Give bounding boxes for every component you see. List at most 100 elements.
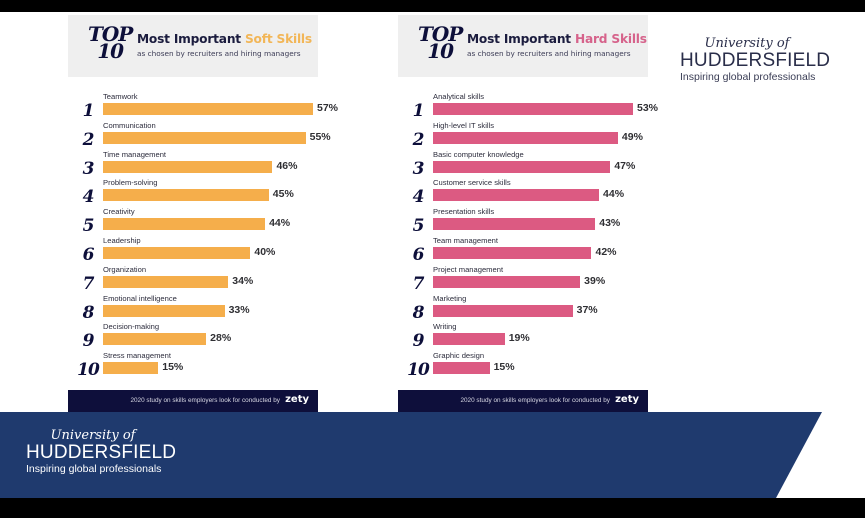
skill-bar [433, 218, 596, 231]
footer-source-text: 2020 study on skills employers look for … [460, 397, 610, 404]
rank-number: 3 [82, 158, 95, 179]
skill-bar [433, 247, 592, 259]
skill-label: High-level IT skills [433, 120, 495, 130]
percent-label: 39% [584, 274, 606, 287]
title-accent: Soft Skills [244, 32, 312, 46]
percent-label: 28% [210, 332, 232, 345]
skill-label: Analytical skills [433, 92, 485, 101]
skill-label: Teamwork [103, 92, 138, 101]
skill-row: 1 Analytical skills 53% [398, 92, 658, 121]
percent-label: 44% [269, 217, 291, 230]
skill-row: 8 Marketing 37% [398, 294, 648, 323]
percent-label: 33% [228, 303, 250, 316]
percent-label: 19% [508, 332, 530, 345]
skill-label: Communication [103, 120, 156, 130]
rank-number: 10 [407, 360, 430, 381]
percent-label: 46% [276, 159, 298, 172]
title-prefix: Most Important [137, 32, 245, 46]
skill-row: 7 Organization 34% [68, 265, 318, 294]
skill-bar [103, 304, 225, 317]
top10-badge: TOP 10 [418, 22, 463, 61]
skill-row: 6 Leadership 40% [68, 236, 318, 265]
skill-row: 2 High-level IT skills 49% [398, 121, 648, 150]
skill-label: Decision-making [103, 322, 160, 332]
skill-row: 4 Problem-solving 45% [68, 178, 318, 207]
skill-bar [103, 160, 273, 173]
skill-row: 10 Stress management 15% [68, 351, 318, 380]
skill-label: Marketing [433, 293, 467, 303]
percent-label: 37% [576, 303, 598, 316]
skill-label: Team management [433, 236, 499, 245]
skill-label: Creativity [103, 207, 135, 217]
percent-label: 55% [309, 130, 331, 143]
percent-label: 53% [637, 102, 659, 114]
rank-number: 9 [82, 331, 95, 352]
rank-number: 8 [82, 302, 95, 323]
infographic-header: TOP 10 Most Important Hard Skills as cho… [398, 15, 648, 77]
skill-bar [433, 131, 618, 144]
top10-badge: TOP 10 [88, 22, 133, 61]
rank-number: 2 [82, 129, 95, 150]
badge-top: TOP [88, 22, 133, 46]
skill-row: 5 Presentation skills 43% [398, 207, 648, 236]
skill-bar [103, 247, 251, 259]
skill-bar [433, 160, 611, 173]
zety-logo: zety [615, 394, 639, 405]
skill-label: Customer service skills [433, 178, 511, 188]
rank-number: 4 [82, 187, 95, 208]
infographic-header: TOP 10 Most Important Soft Skills as cho… [68, 15, 318, 77]
rank-number: 10 [77, 360, 100, 381]
skill-bar [103, 103, 313, 115]
skill-bar [433, 189, 600, 202]
logo-tagline: Inspiring global professionals [26, 463, 162, 475]
skill-row: 4 Customer service skills 44% [398, 178, 648, 207]
percent-label: 44% [603, 188, 625, 201]
skill-bar [103, 333, 207, 346]
skill-row: 1 Teamwork 57% [68, 92, 338, 121]
skill-bar [103, 275, 229, 288]
bottom-black-strip [0, 498, 865, 518]
skill-bar [103, 218, 266, 231]
title-accent: Hard Skills [574, 32, 647, 46]
skill-bar [433, 362, 490, 375]
infographic-title: Most Important Soft Skills [137, 32, 312, 46]
skill-row: 3 Time management 46% [68, 150, 318, 179]
skill-label: Writing [433, 322, 457, 332]
skill-row: 9 Writing 19% [398, 322, 648, 351]
percent-label: 40% [254, 246, 276, 258]
rank-number: 2 [412, 129, 425, 150]
skill-row: 3 Basic computer knowledge 47% [398, 150, 648, 179]
footer-source-text: 2020 study on skills employers look for … [130, 397, 280, 404]
skill-label: Organization [103, 264, 147, 274]
badge-top: TOP [418, 22, 463, 46]
top-black-strip [0, 0, 865, 12]
logo-university-of: University of [704, 36, 790, 51]
logo-huddersfield: HUDDERSFIELD [680, 50, 831, 71]
university-logo-banner: University of HUDDERSFIELD Inspiring glo… [26, 428, 177, 476]
rank-number: 8 [412, 302, 425, 323]
rank-number: 9 [412, 331, 425, 352]
percent-label: 47% [614, 159, 636, 172]
infographic-title: Most Important Hard Skills [467, 32, 647, 46]
logo-huddersfield: HUDDERSFIELD [26, 442, 177, 463]
percent-label: 34% [232, 274, 254, 287]
skill-label: Basic computer knowledge [433, 149, 524, 159]
skill-label: Emotional intelligence [103, 293, 177, 303]
soft-skills-infographic: TOP 10 Most Important Soft Skills as cho… [68, 15, 338, 412]
rank-number: 6 [412, 245, 425, 265]
blue-banner [0, 412, 865, 498]
skill-label: Graphic design [433, 351, 485, 361]
skill-row: 5 Creativity 44% [68, 207, 318, 236]
infographic-subtitle: as chosen by recruiters and hiring manag… [467, 49, 631, 58]
infographic-footer: 2020 study on skills employers look for … [398, 390, 648, 412]
rank-number: 5 [82, 216, 95, 237]
rank-number: 5 [412, 216, 425, 237]
rank-number: 6 [82, 245, 95, 265]
zety-logo: zety [285, 394, 309, 405]
hard-skills-infographic: TOP 10 Most Important Hard Skills as cho… [398, 15, 658, 412]
skill-label: Project management [433, 264, 504, 274]
skill-row: 2 Communication 55% [68, 120, 331, 150]
percent-label: 42% [595, 246, 617, 258]
skill-label: Time management [103, 149, 167, 159]
university-logo-top: University of HUDDERSFIELD Inspiring glo… [680, 36, 831, 84]
